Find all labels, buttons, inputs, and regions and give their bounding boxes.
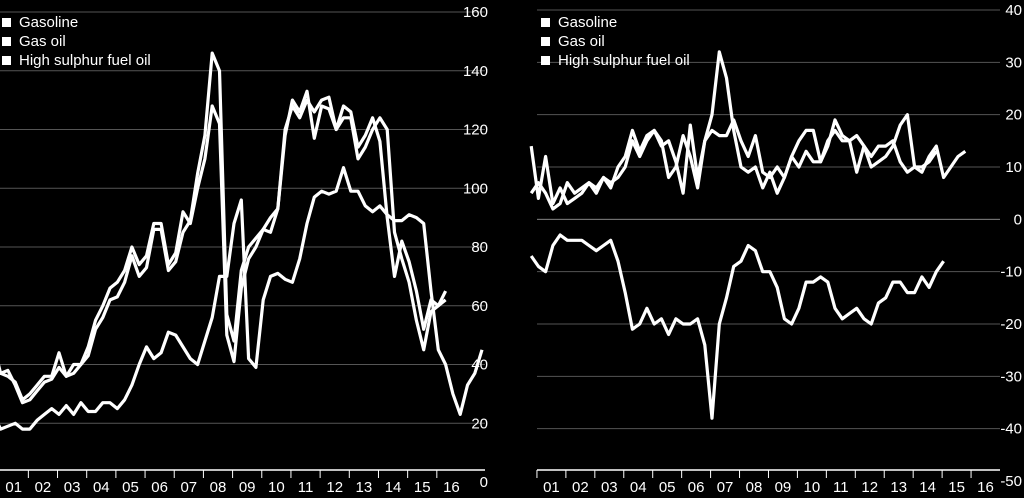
y-tick-label-6: 140: [463, 63, 488, 80]
x-tick-label-15: 16: [977, 479, 994, 493]
y-tick-label-5: 120: [463, 122, 488, 139]
legend-label-2: High sulphur fuel oil: [558, 52, 690, 69]
y-tick-label-7: 160: [463, 4, 488, 21]
x-tick-label-13: 14: [385, 479, 402, 493]
x-tick-label-9: 10: [804, 479, 821, 493]
y-tick-label-4: 0: [1014, 211, 1022, 228]
legend-marker-1: [541, 37, 550, 46]
x-tick-label-1: 02: [35, 479, 52, 493]
y-tick-label-zero: 0: [480, 474, 488, 491]
legend-marker-1: [2, 37, 11, 46]
x-tick-label-10: 11: [298, 479, 314, 493]
y-tick-label-0: 40: [1005, 2, 1022, 19]
x-tick-label-3: 04: [630, 479, 647, 493]
legend-label-2: High sulphur fuel oil: [19, 52, 151, 69]
right-chart: 40 30 20 10 0 -10 -20 -30 -40 -50 01 02 03 04 05 06 07 08…: [529, 2, 1022, 496]
x-tick-label-14: 15: [414, 479, 431, 493]
x-tick-label-7: 08: [746, 479, 763, 493]
x-tick-label-8: 09: [239, 479, 256, 493]
x-tick-label-14: 15: [948, 479, 965, 493]
x-tick-label-10: 11: [833, 479, 849, 493]
x-tick-label-4: 05: [659, 479, 676, 493]
x-tick-label-9: 10: [268, 479, 285, 493]
y-tick-label-5: -10: [1000, 264, 1022, 281]
series-line-1: [529, 113, 967, 211]
y-tick-label-3: 10: [1005, 159, 1022, 176]
x-tick-label-2: 03: [601, 479, 618, 493]
series-line-1: [0, 95, 447, 402]
y-tick-label-7: -30: [1000, 368, 1022, 385]
legend-label-0: Gasoline: [19, 14, 78, 31]
y-tick-label-3: 80: [471, 239, 488, 256]
x-tick-label-4: 05: [122, 479, 139, 493]
legend-marker-0: [2, 18, 11, 27]
legend-label-1: Gas oil: [558, 33, 605, 50]
x-tick-label-0: 01: [543, 479, 560, 493]
x-tick-label-7: 08: [210, 479, 227, 493]
x-tick-label-6: 07: [717, 479, 734, 493]
x-tick-label-1: 02: [572, 479, 589, 493]
series-line-2: [0, 166, 484, 431]
legend-marker-2: [541, 56, 550, 65]
x-tick-label-3: 04: [93, 479, 110, 493]
x-tick-label-11: 12: [861, 479, 878, 493]
x-tick-label-12: 13: [890, 479, 907, 493]
y-tick-label-6: -20: [1000, 316, 1022, 333]
x-tick-label-11: 12: [326, 479, 343, 493]
x-tick-label-5: 06: [151, 479, 168, 493]
legend-label-1: Gas oil: [19, 33, 66, 50]
x-tick-label-0: 01: [5, 479, 22, 493]
x-tick-label-6: 07: [180, 479, 197, 493]
y-tick-label-0: 20: [471, 415, 488, 432]
y-tick-label-1: 30: [1005, 54, 1022, 71]
x-tick-label-15: 16: [443, 479, 460, 493]
series-line-0: [529, 50, 938, 206]
y-tick-label-8: -40: [1000, 421, 1022, 438]
x-tick-label-12: 13: [356, 479, 373, 493]
legend-label-0: Gasoline: [558, 14, 617, 31]
y-tick-label-2: 60: [471, 298, 488, 315]
y-tick-label-2: 20: [1005, 107, 1022, 124]
y-tick-label-9: -50: [1000, 473, 1022, 490]
x-tick-label-13: 14: [919, 479, 936, 493]
x-tick-label-2: 03: [64, 479, 81, 493]
x-tick-label-8: 09: [775, 479, 792, 493]
y-tick-label-4: 100: [463, 180, 488, 197]
series-line-2: [529, 233, 945, 420]
x-tick-label-5: 06: [688, 479, 705, 493]
legend-marker-0: [541, 18, 550, 27]
legend-marker-2: [2, 56, 11, 65]
